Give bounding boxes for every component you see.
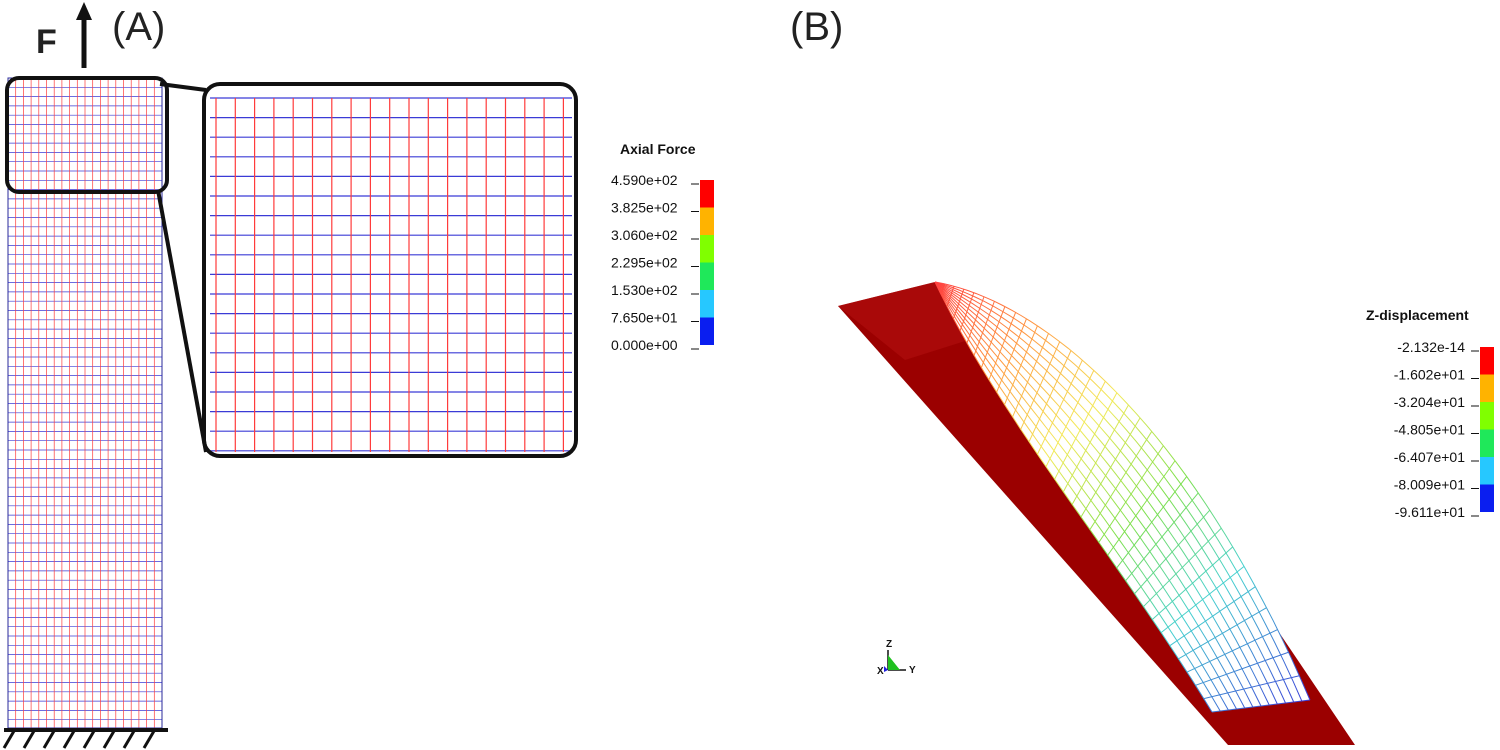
surface-mesh-long-line <box>934 281 1295 703</box>
axial-force-colorbar <box>700 180 714 345</box>
colorbar-tick-label: -8.009e+01 <box>1394 477 1465 493</box>
colorbar-swatch <box>700 317 714 345</box>
colorbar-tick-label: -2.132e-14 <box>1397 339 1465 355</box>
surface-mesh-long-line <box>934 281 1262 707</box>
force-arrow <box>76 2 92 68</box>
triad-x-label: X <box>877 666 884 677</box>
axial-force-legend-title: Axial Force <box>620 141 696 157</box>
colorbar-swatch <box>700 180 714 208</box>
zoom-mesh <box>210 97 572 452</box>
zoom-connector-top <box>159 82 207 92</box>
triad-z-label: Z <box>886 639 892 650</box>
surface-mesh-long-line <box>934 281 1229 711</box>
colorbar-swatch <box>1480 402 1494 430</box>
axial-force-tick-labels: 4.590e+02 3.825e+02 3.060e+02 2.295e+02 1.53… <box>611 172 699 353</box>
fixed-support <box>2 728 168 749</box>
colorbar-tick-label: 3.825e+02 <box>611 200 678 216</box>
surface-mesh-long-line <box>934 281 1237 710</box>
colorbar-swatch <box>700 262 714 290</box>
triad-plane-glyph <box>888 655 900 670</box>
panel-b: (B) Z Y X Z <box>790 5 1494 745</box>
support-hatch-stroke <box>82 730 96 749</box>
colorbar-tick-label: 1.530e+02 <box>611 282 678 298</box>
panel-b-label: (B) <box>790 5 843 49</box>
z-displacement-colorbar <box>1480 347 1494 512</box>
colorbar-swatch <box>1480 429 1494 457</box>
surface-mesh-long-line <box>934 281 1286 704</box>
surface-mesh-long-line <box>934 281 1278 705</box>
colorbar-swatch <box>700 207 714 235</box>
colorbar-swatch <box>700 290 714 318</box>
zoom-connector-bottom <box>156 189 208 453</box>
colorbar-tick-label: -4.805e+01 <box>1394 422 1465 438</box>
surface-mesh-long-line <box>934 281 1270 706</box>
z-displacement-legend-title: Z-displacement <box>1366 307 1469 323</box>
triad-x-glyph <box>884 666 888 672</box>
colorbar-swatch <box>1480 347 1494 375</box>
colorbar-tick-label: 3.060e+02 <box>611 227 678 243</box>
panel-a: (A) F Axial Force 4.590e+02 3.825e+02 3.06… <box>2 2 714 749</box>
surface-mesh-long-line <box>934 281 1311 701</box>
surface-mesh-long-line <box>934 281 1213 713</box>
support-hatch-stroke <box>22 730 36 749</box>
column-mesh <box>7 77 163 728</box>
colorbar-tick-label: 7.650e+01 <box>611 310 678 326</box>
zoom-source-box <box>5 76 169 194</box>
force-arrow-head <box>76 2 92 20</box>
support-hatch-stroke <box>142 730 156 749</box>
colorbar-swatch <box>700 235 714 263</box>
panel-a-label: (A) <box>112 5 165 49</box>
support-hatch-stroke <box>122 730 136 749</box>
colorbar-swatch <box>1480 484 1494 512</box>
triad-y-label: Y <box>909 665 916 676</box>
zoom-detail-box <box>202 82 578 458</box>
colorbar-tick-label: 2.295e+02 <box>611 255 678 271</box>
colorbar-tick-label: -1.602e+01 <box>1394 367 1465 383</box>
colorbar-tick-label: -3.204e+01 <box>1394 394 1465 410</box>
surface-mesh-long-line <box>934 281 1221 712</box>
colorbar-tick-label: -9.611e+01 <box>1395 504 1465 520</box>
z-displacement-tick-labels: -2.132e-14 -1.602e+01 -3.204e+01 -4.805e+01… <box>1394 339 1479 520</box>
colorbar-tick-label: -6.407e+01 <box>1394 449 1465 465</box>
colorbar-tick-label: 4.590e+02 <box>611 172 678 188</box>
surface-mesh-long-line <box>934 281 1246 709</box>
support-hatch-stroke <box>2 730 16 749</box>
support-hatch-stroke <box>62 730 76 749</box>
axis-triad: Z Y X <box>877 639 916 677</box>
deformed-surface-mesh <box>934 281 1311 713</box>
support-hatch-stroke <box>102 730 116 749</box>
surface-mesh-long-line <box>934 281 1303 702</box>
support-hatch <box>2 730 156 749</box>
axial-force-legend: Axial Force 4.590e+02 3.825e+02 3.060e+02 2… <box>611 141 714 353</box>
colorbar-tick-label: 0.000e+00 <box>611 337 678 353</box>
colorbar-swatch <box>1480 457 1494 485</box>
colorbar-swatch <box>1480 374 1494 402</box>
support-hatch-stroke <box>42 730 56 749</box>
surface-mesh-long-line <box>934 281 1254 708</box>
z-displacement-legend: Z-displacement -2.132e-14 -1.602e+01 -3.20… <box>1366 307 1494 520</box>
force-label: F <box>36 23 57 61</box>
